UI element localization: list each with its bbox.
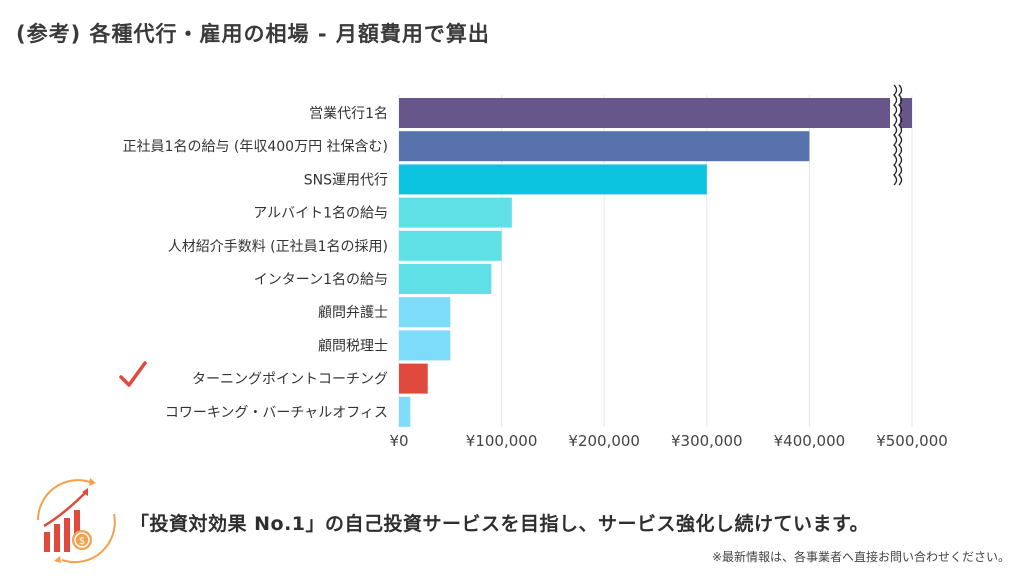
x-tick-label: ¥0: [389, 432, 408, 450]
bar: [399, 98, 912, 128]
x-tick-label: ¥400,000: [774, 432, 846, 450]
bar: [399, 363, 428, 394]
bar: [399, 264, 492, 294]
category-label: インターン1名の給与: [254, 272, 388, 288]
checkmark-icon: [119, 361, 147, 387]
disclaimer-note: ※最新情報は、各事業者へ直接お問い合わせください。: [711, 550, 1010, 564]
svg-text:$: $: [79, 536, 85, 547]
slogan-text: 「投資対効果 No.1」の自己投資サービスを目指し、サービス強化し続けています。: [130, 513, 870, 535]
x-tick-label: ¥200,000: [568, 432, 640, 450]
x-tick-label: ¥100,000: [466, 432, 538, 450]
axis-break-icon: [898, 84, 903, 186]
category-label: 顧問税理士: [318, 338, 388, 354]
category-label: 顧問弁護士: [318, 305, 388, 321]
investment-growth-icon: $: [37, 478, 116, 564]
category-label: SNS運用代行: [304, 172, 388, 188]
bar: [399, 131, 810, 162]
axis-break-icon: [893, 84, 898, 186]
category-label: 正社員1名の給与 (年収400万円 社保含む): [123, 139, 388, 155]
bar: [399, 164, 707, 195]
category-label: コワーキング・バーチャルオフィス: [165, 405, 388, 421]
category-label: アルバイト1名の給与: [253, 206, 388, 222]
bar: [399, 330, 451, 361]
category-label: ターニングポイントコーチング: [192, 372, 388, 388]
bar: [399, 297, 451, 328]
bar: [399, 396, 411, 427]
bar: [399, 197, 512, 228]
x-tick-label: ¥500,000: [876, 432, 948, 450]
axis-break-gap: [890, 85, 900, 185]
bar-chart: ¥0 ¥100,000 ¥200,000 ¥300,000 ¥400,000 ¥500,0…: [119, 84, 948, 450]
chart-title: (参考) 各種代行・雇用の相場 - 月額費用で算出: [16, 22, 490, 46]
category-label: 営業代行1名: [309, 106, 388, 122]
category-label: 人材紹介手数料 (正社員1名の採用): [168, 239, 388, 255]
bar: [399, 230, 502, 261]
x-tick-label: ¥300,000: [671, 432, 743, 450]
